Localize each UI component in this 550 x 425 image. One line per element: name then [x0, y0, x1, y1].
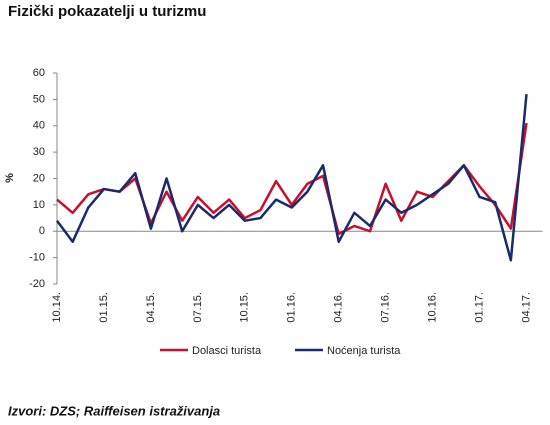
x-tick-label: 01.15.	[98, 292, 110, 323]
legend-label: Dolasci turista	[192, 345, 262, 357]
y-tick-label: 30	[33, 146, 45, 158]
y-tick-label: 50	[33, 93, 45, 105]
y-tick-label: 60	[33, 67, 45, 79]
series-line	[55, 93, 528, 262]
source: Izvori: DZS; Raiffeisen istraživanja	[8, 403, 220, 418]
y-tick-label: -10	[29, 252, 45, 264]
x-tick-label: 10.16.	[427, 292, 439, 323]
y-tick-label: -20	[29, 278, 45, 290]
x-tick-label: 07.16.	[380, 292, 392, 323]
y-tick-label: 0	[39, 225, 45, 237]
x-tick-label: 01.16.	[286, 292, 298, 323]
series-line	[56, 122, 528, 236]
y-axis-label: %	[4, 173, 16, 183]
chart-title: Fizički pokazatelji u turizmu	[8, 3, 206, 20]
y-tick-label: 10	[33, 199, 45, 211]
legend-label: Noćenja turista	[327, 345, 401, 357]
x-tick-label: 04.17.	[520, 292, 532, 323]
x-tick-label: 04.16.	[333, 292, 345, 323]
y-tick-label: 20	[33, 172, 45, 184]
x-tick-label: 04.15.	[145, 292, 157, 323]
x-tick-label: 10.15.	[239, 292, 251, 323]
x-tick-label: 10.14.	[51, 292, 63, 323]
x-tick-label: 07.15.	[192, 292, 204, 323]
x-tick-label: 01.17.	[473, 292, 485, 323]
y-tick-label: 40	[33, 120, 45, 132]
